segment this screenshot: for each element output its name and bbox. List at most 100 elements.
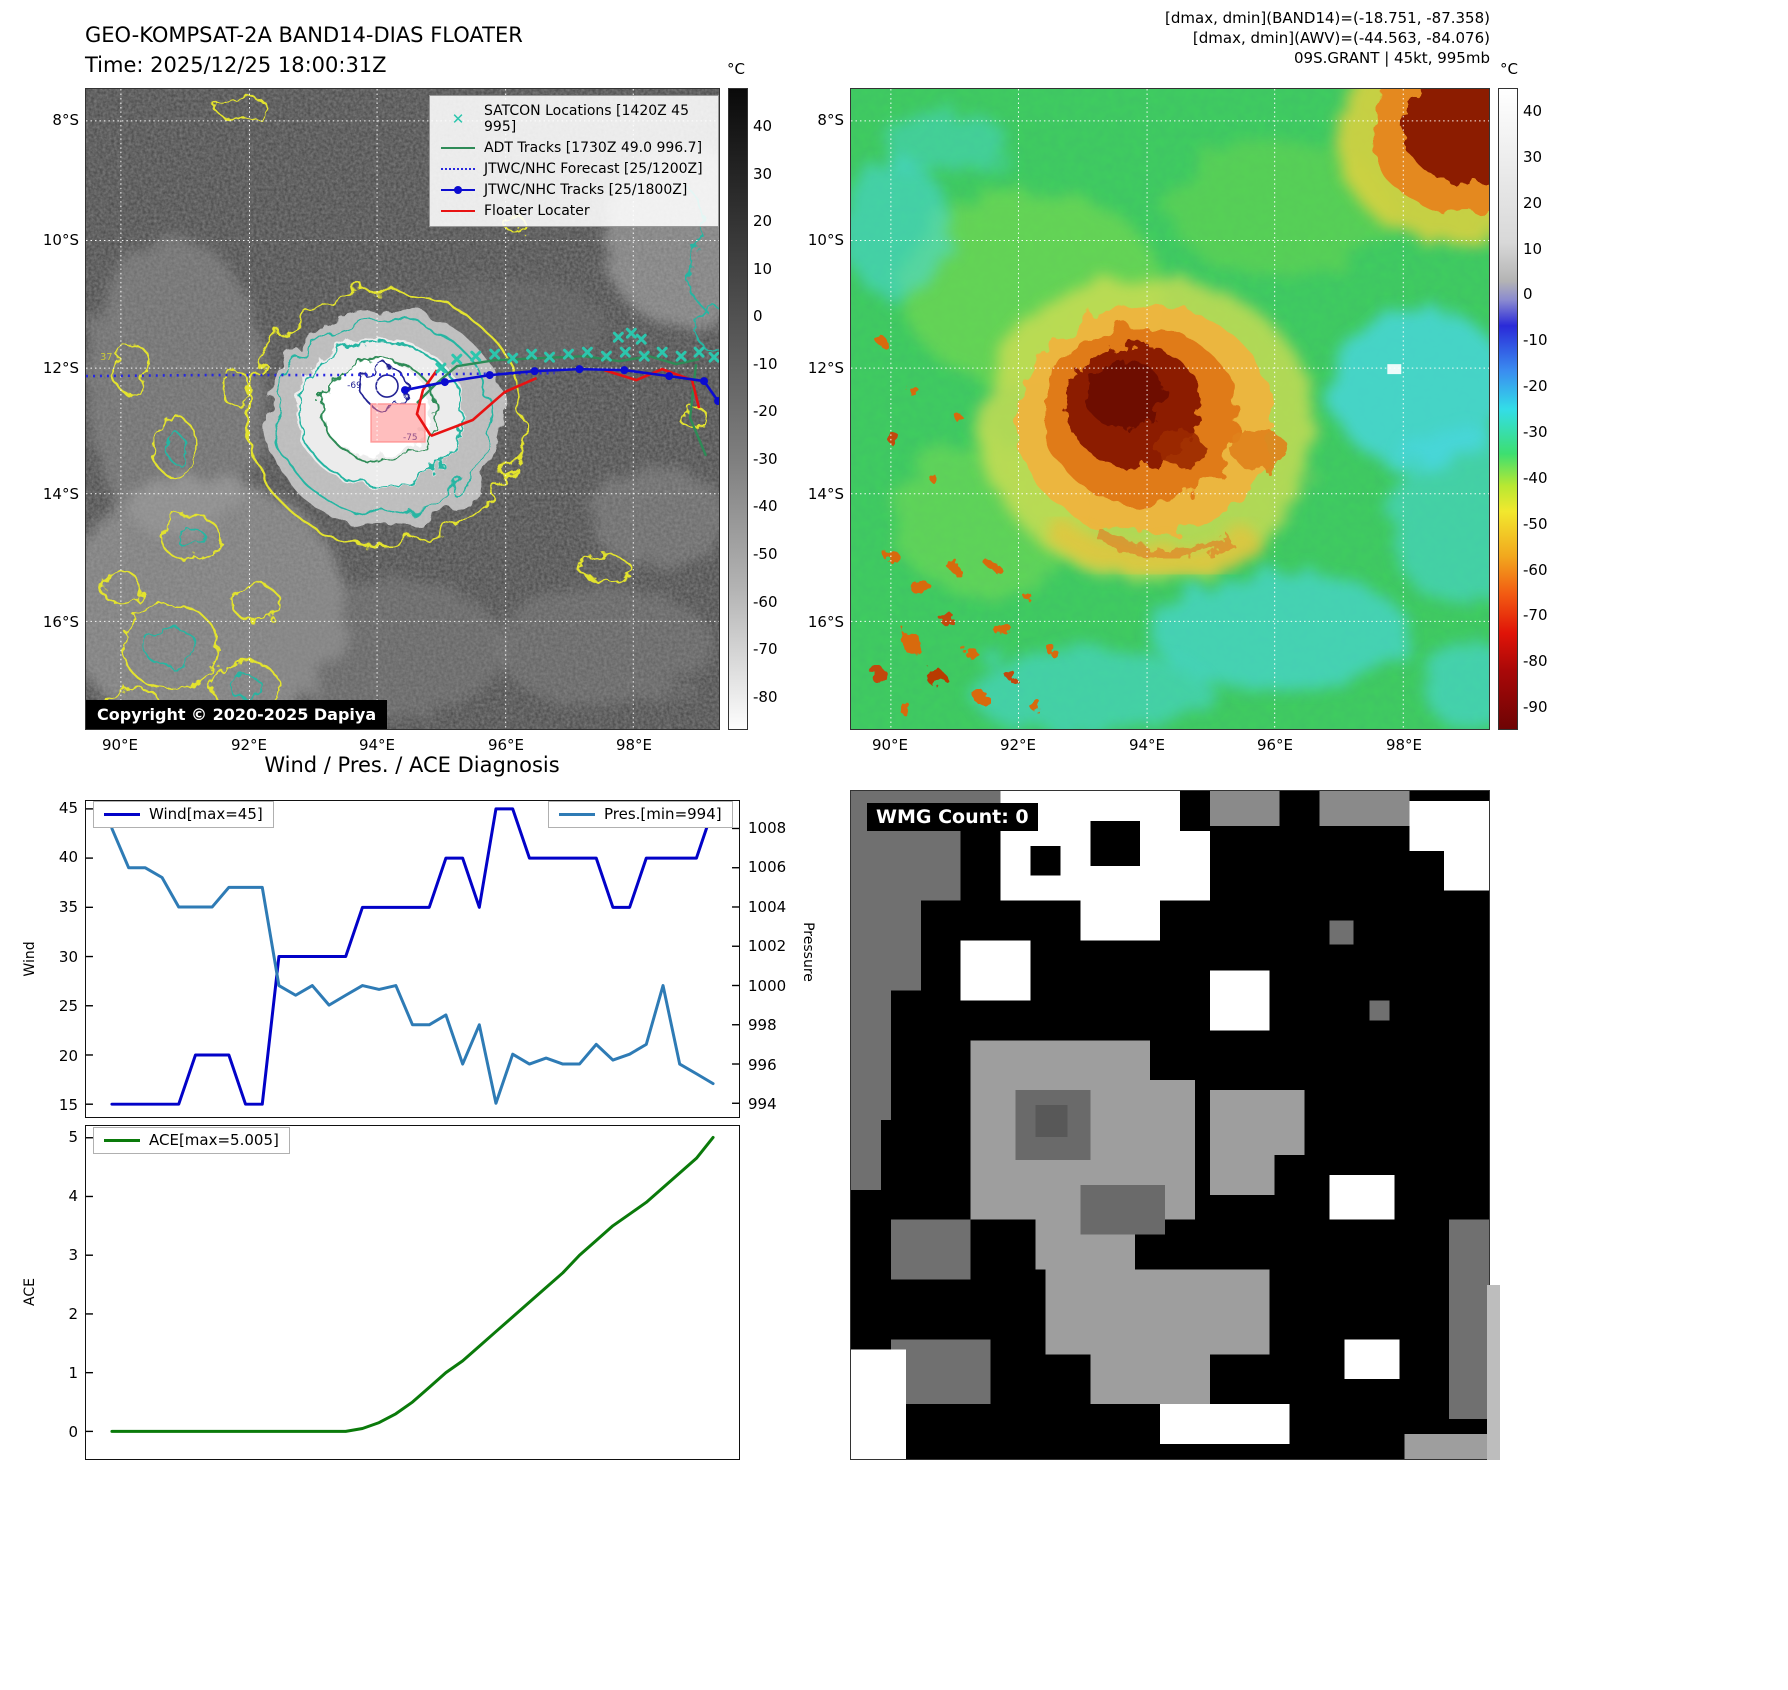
pressure-legend-label: Pres.[min=994] — [604, 805, 722, 823]
band14-title-line1: GEO-KOMPSAT-2A BAND14-DIAS FLOATER — [85, 23, 523, 47]
ace-legend: ACE[max=5.005] — [93, 1127, 290, 1154]
pressure-legend: Pres.[min=994] — [548, 801, 733, 828]
ace-plot — [86, 1135, 715, 1433]
wind-axis-label: Wind — [22, 941, 38, 977]
cold-cloud-shield — [851, 111, 1489, 729]
storm-core — [980, 274, 1316, 578]
colorbar-tick-label: -60 — [753, 592, 778, 611]
ace-axis-label: ACE — [22, 1278, 38, 1306]
x-marker-icon: ✕ — [451, 110, 465, 128]
ace-tick-label: 0 — [68, 1423, 78, 1442]
wmg-black-blobs — [1030, 820, 1141, 876]
ace-tick-label: 1 — [68, 1364, 78, 1383]
colorbar-tick-label: 0 — [1523, 285, 1533, 304]
diagnosis-title: Wind / Pres. / ACE Diagnosis — [264, 753, 560, 777]
pressure-tick-label: 1000 — [748, 976, 787, 995]
colorbar-tick-label: 0 — [753, 307, 763, 326]
lat-tick-label: 14°S — [42, 485, 79, 503]
colorbar-tick-label: 20 — [753, 212, 773, 231]
awv-header-line3: 09S.GRANT | 45kt, 995mb — [1293, 49, 1490, 67]
band14-colorbar-unit: °C — [727, 60, 745, 78]
colorbar-tick-label: -10 — [1523, 331, 1548, 350]
colorbar-tick-label: -20 — [753, 402, 778, 421]
lat-tick-label: 16°S — [807, 613, 844, 631]
awv-header-line1: [dmax, dmin](BAND14)=(-18.751, -87.358) — [1165, 9, 1490, 27]
band14-title-line2: Time: 2025/12/25 18:00:31Z — [85, 53, 387, 77]
colorbar-tick-label: -90 — [1523, 698, 1548, 717]
ace-chart — [85, 1125, 740, 1460]
band14-satellite-map: -69 -75 37 ✕SATCON Locations [1420Z 45 9… — [85, 88, 720, 730]
map-legend: ✕ SATCON Locations [1420Z 45 995] ADT Trac… — [429, 95, 719, 227]
pressure-tick-label: 994 — [748, 1095, 777, 1114]
legend-item-label: JTWC/NHC Forecast [25/1200Z] — [484, 161, 703, 177]
wind-tick-label: 40 — [58, 848, 78, 867]
solid-icon — [441, 210, 475, 212]
wmg-image — [851, 791, 1489, 1459]
corner-hot-tower — [1336, 89, 1489, 246]
lon-tick-label: 92°E — [230, 736, 268, 754]
wmg-inner-dark-blocks — [1015, 1090, 1166, 1235]
wind-tick-label: 25 — [58, 997, 78, 1016]
lon-tick-label: 98°E — [1385, 736, 1423, 754]
wind-legend: Wind[max=45] — [93, 801, 274, 828]
band14-colorbar — [728, 88, 748, 730]
colorbar-tick-label: -80 — [753, 687, 778, 706]
pressure-tick-label: 1008 — [748, 818, 787, 837]
lon-tick-label: 96°E — [487, 736, 525, 754]
track-dot-icon — [454, 186, 462, 194]
ace-line-sample-icon — [104, 1138, 140, 1142]
grid-lines — [851, 89, 1489, 729]
colorbar-tick-label: 40 — [753, 117, 773, 136]
white-cloud-pixel — [1387, 364, 1402, 375]
pressure-tick-label: 1002 — [748, 937, 787, 956]
colorbar-tick-label: -80 — [1523, 652, 1548, 671]
lon-tick-label: 92°E — [999, 736, 1037, 754]
awv-enhanced-image — [851, 89, 1489, 729]
wmg-map: WMG Count: 0 — [850, 790, 1490, 1460]
colorbar-tick-label: -70 — [753, 640, 778, 659]
awv-colorbar — [1498, 88, 1518, 730]
lon-tick-label: 94°E — [358, 736, 396, 754]
legend-item-label: ADT Tracks [1730Z 49.0 996.7] — [484, 140, 703, 156]
wind-pressure-plot — [86, 807, 739, 1106]
lon-tick-label: 96°E — [1256, 736, 1294, 754]
pressure-tick-label: 996 — [748, 1055, 777, 1074]
copyright-text: Copyright © 2020-2025 Dapiya — [86, 700, 388, 729]
colorbar-tick-label: -20 — [1523, 377, 1548, 396]
legend-item: ADT Tracks [1730Z 49.0 996.7] — [441, 140, 707, 156]
lat-tick-label: 10°S — [807, 231, 844, 249]
colorbar-tick-label: -70 — [1523, 606, 1548, 625]
satcon-markers — [435, 327, 719, 374]
legend-item-label: SATCON Locations [1420Z 45 995] — [484, 103, 689, 135]
ace-tick-label: 5 — [68, 1127, 78, 1146]
band14-title: GEO-KOMPSAT-2A BAND14-DIAS FLOATER Time:… — [85, 20, 523, 80]
colorbar-tick-label: 30 — [1523, 147, 1543, 166]
colorbar-tick-label: 10 — [1523, 239, 1543, 258]
wmg-right-strip — [1487, 1285, 1500, 1460]
awv-header-line2: [dmax, dmin](AWV)=(-44.563, -84.076) — [1192, 29, 1490, 47]
pressure-line-sample-icon — [559, 812, 595, 816]
legend-item: ✕ SATCON Locations [1420Z 45 995] — [441, 103, 707, 135]
colorbar-tick-label: 10 — [753, 259, 773, 278]
solid-icon — [441, 147, 475, 149]
legend-item: JTWC/NHC Tracks [25/1800Z] — [441, 182, 707, 198]
colorbar-tick-label: -60 — [1523, 560, 1548, 579]
colorbar-tick-label: 40 — [1523, 101, 1543, 120]
lon-tick-label: 90°E — [101, 736, 139, 754]
ace-tick-label: 3 — [68, 1245, 78, 1264]
colorbar-tick-label: -30 — [753, 449, 778, 468]
floater-location-box — [370, 403, 426, 443]
awv-colorbar-unit: °C — [1500, 60, 1518, 78]
wind-tick-label: 15 — [58, 1096, 78, 1115]
lon-tick-label: 90°E — [871, 736, 909, 754]
wind-tick-label: 20 — [58, 1046, 78, 1065]
colorbar-tick-label: 30 — [753, 164, 773, 183]
colorbar-tick-label: -30 — [1523, 422, 1548, 441]
colorbar-tick-label: -40 — [753, 497, 778, 516]
colorbar-tick-label: -40 — [1523, 468, 1548, 487]
wmg-darkgray-regions — [851, 791, 1489, 1420]
wind-tick-label: 35 — [58, 897, 78, 916]
svg-text:37: 37 — [100, 352, 113, 363]
pressure-tick-label: 1006 — [748, 858, 787, 877]
